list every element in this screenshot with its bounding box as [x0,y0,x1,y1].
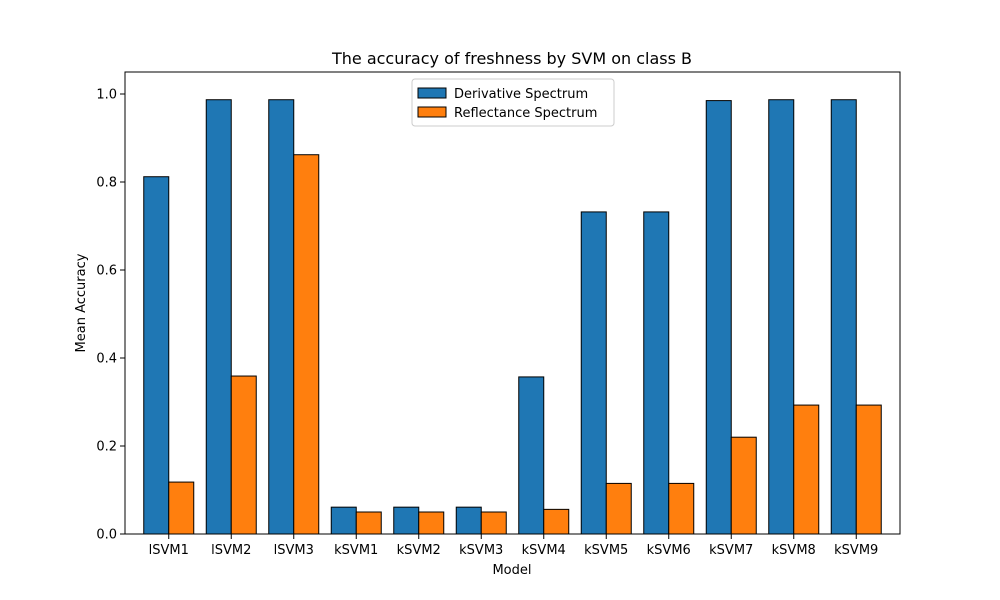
bar-reflectance-kSVM9 [855,404,882,535]
x-tick-label: lSVM2 [211,543,251,558]
bar-reflectance-kSVM7 [730,436,757,535]
x-tick-label: lSVM3 [274,543,314,558]
bar-reflectance-kSVM3 [480,511,507,535]
chart-title: The accuracy of freshness by SVM on clas… [331,49,692,68]
y-tick-label: 0.0 [96,528,117,543]
x-tick-label: kSVM7 [709,543,753,558]
y-tick-label: 0.2 [96,440,117,455]
bar-reflectance-kSVM2 [418,511,445,535]
x-tick-label: kSVM8 [772,543,816,558]
x-axis-label: Model [492,563,531,578]
bar-derivative-kSVM7 [705,100,732,535]
legend-box [411,78,615,127]
bar-reflectance-kSVM6 [668,482,695,535]
plot-frame [124,71,901,535]
bar-derivative-lSVM2 [205,99,232,535]
bar-reflectance-kSVM5 [605,482,632,535]
bar-derivative-kSVM1 [330,506,357,535]
x-tick-label: kSVM3 [459,543,503,558]
bar-derivative-lSVM3 [268,99,295,535]
legend: Derivative Spectrum Reflectance Spectrum [411,78,615,127]
x-tick-label: kSVM1 [334,543,378,558]
bar-derivative-kSVM9 [830,99,857,535]
x-tick-label: kSVM4 [522,543,566,558]
x-tick-label: kSVM6 [647,543,691,558]
bar-reflectance-kSVM4 [543,508,570,535]
x-tick-label: lSVM1 [149,543,189,558]
bar-reflectance-kSVM1 [355,511,382,535]
plot-area: 0.0 0.2 0.4 0.6 0.8 1.0 lSVM1 lSVM2 lSVM3 kSVM1 kS… [96,71,901,558]
x-tick-label: kSVM5 [584,543,628,558]
x-tick-label: kSVM2 [397,543,441,558]
bar-reflectance-kSVM8 [793,404,820,535]
bar-derivative-kSVM4 [518,376,545,535]
y-tick-label: 0.6 [96,264,117,279]
legend-label: Reflectance Spectrum [454,106,597,121]
bar-derivative-kSVM5 [580,211,607,535]
y-tick-label: 0.4 [96,352,117,367]
bar-derivative-kSVM6 [643,211,670,535]
bar-derivative-kSVM2 [393,506,420,535]
legend-label: Derivative Spectrum [454,87,588,102]
legend-swatch [417,87,447,99]
y-tick-label: 1.0 [96,88,117,103]
y-axis-label: Mean Accuracy [74,253,89,352]
bar-derivative-kSVM3 [455,506,482,535]
bar-derivative-lSVM1 [143,176,170,535]
bar-reflectance-lSVM1 [168,481,195,535]
x-tick-label: kSVM9 [834,543,878,558]
y-tick-label: 0.8 [96,176,117,191]
bar-derivative-kSVM8 [768,99,795,535]
bar-reflectance-lSVM3 [293,154,320,535]
legend-swatch [417,106,447,118]
bar-reflectance-lSVM2 [230,375,257,535]
